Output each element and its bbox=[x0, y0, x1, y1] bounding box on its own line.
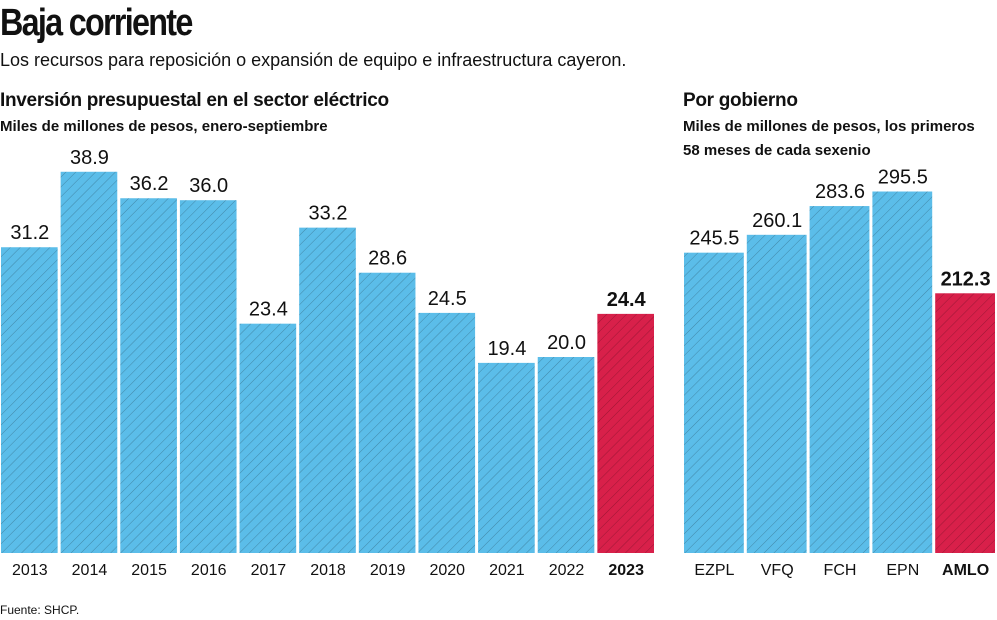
x-tick-label: 2023 bbox=[608, 562, 644, 579]
value-label: 23.4 bbox=[249, 299, 288, 321]
value-label: 28.6 bbox=[368, 248, 407, 270]
x-tick-label: 2016 bbox=[191, 562, 227, 579]
bar bbox=[418, 312, 476, 553]
x-tick-label: 2013 bbox=[12, 562, 48, 579]
x-tick-label: 2014 bbox=[72, 562, 108, 579]
bar bbox=[684, 252, 744, 553]
bar bbox=[478, 362, 535, 553]
bar bbox=[746, 234, 807, 553]
bar bbox=[120, 198, 177, 554]
bar bbox=[60, 171, 118, 553]
bar bbox=[299, 227, 356, 553]
bar bbox=[179, 200, 237, 553]
value-label: 260.1 bbox=[752, 210, 802, 232]
source: Fuente: SHCP. bbox=[0, 603, 80, 617]
value-label: 212.3 bbox=[941, 268, 991, 290]
chart-subtitle: Miles de millones de pesos, los primeros… bbox=[683, 118, 975, 159]
x-tick-label: 2019 bbox=[370, 562, 406, 579]
x-tick-label: 2020 bbox=[429, 562, 465, 579]
x-tick-label: EPN bbox=[886, 562, 919, 579]
value-label: 33.2 bbox=[309, 203, 348, 225]
x-tick-label: EZPL bbox=[694, 562, 734, 579]
value-label: 295.5 bbox=[878, 167, 928, 189]
x-tick-label: FCH bbox=[824, 562, 857, 579]
value-label: 36.0 bbox=[189, 175, 228, 197]
x-tick-label: 2015 bbox=[131, 562, 167, 579]
bar bbox=[358, 272, 416, 553]
page-subtitle: Los recursos para reposición o expansión… bbox=[0, 50, 627, 70]
x-tick-label: 2022 bbox=[549, 562, 585, 579]
bar bbox=[1, 247, 58, 554]
x-tick-label: 2021 bbox=[489, 562, 525, 579]
bar bbox=[935, 293, 995, 553]
value-label: 31.2 bbox=[10, 222, 49, 244]
bar bbox=[537, 357, 595, 553]
x-tick-label: VFQ bbox=[761, 562, 794, 579]
x-tick-label: 2017 bbox=[251, 562, 287, 579]
page-title: Baja corriente bbox=[0, 2, 193, 44]
value-label: 24.5 bbox=[428, 288, 467, 310]
value-label: 20.0 bbox=[547, 332, 586, 354]
value-label: 283.6 bbox=[815, 181, 865, 203]
chart-title: Inversión presupuestal en el sector eléc… bbox=[0, 90, 389, 111]
bar bbox=[809, 206, 870, 553]
bar bbox=[597, 313, 654, 553]
bar bbox=[239, 323, 297, 553]
chart-title: Por gobierno bbox=[683, 90, 798, 111]
value-label: 245.5 bbox=[689, 228, 739, 250]
value-label: 19.4 bbox=[487, 338, 526, 360]
bar bbox=[872, 191, 933, 553]
value-label: 38.9 bbox=[70, 147, 109, 169]
chart-subtitle: Miles de millones de pesos, enero-septie… bbox=[0, 118, 328, 135]
x-tick-label: 2018 bbox=[310, 562, 346, 579]
x-tick-label: AMLO bbox=[942, 562, 989, 579]
value-label: 24.4 bbox=[607, 289, 647, 311]
value-label: 36.2 bbox=[130, 173, 169, 195]
